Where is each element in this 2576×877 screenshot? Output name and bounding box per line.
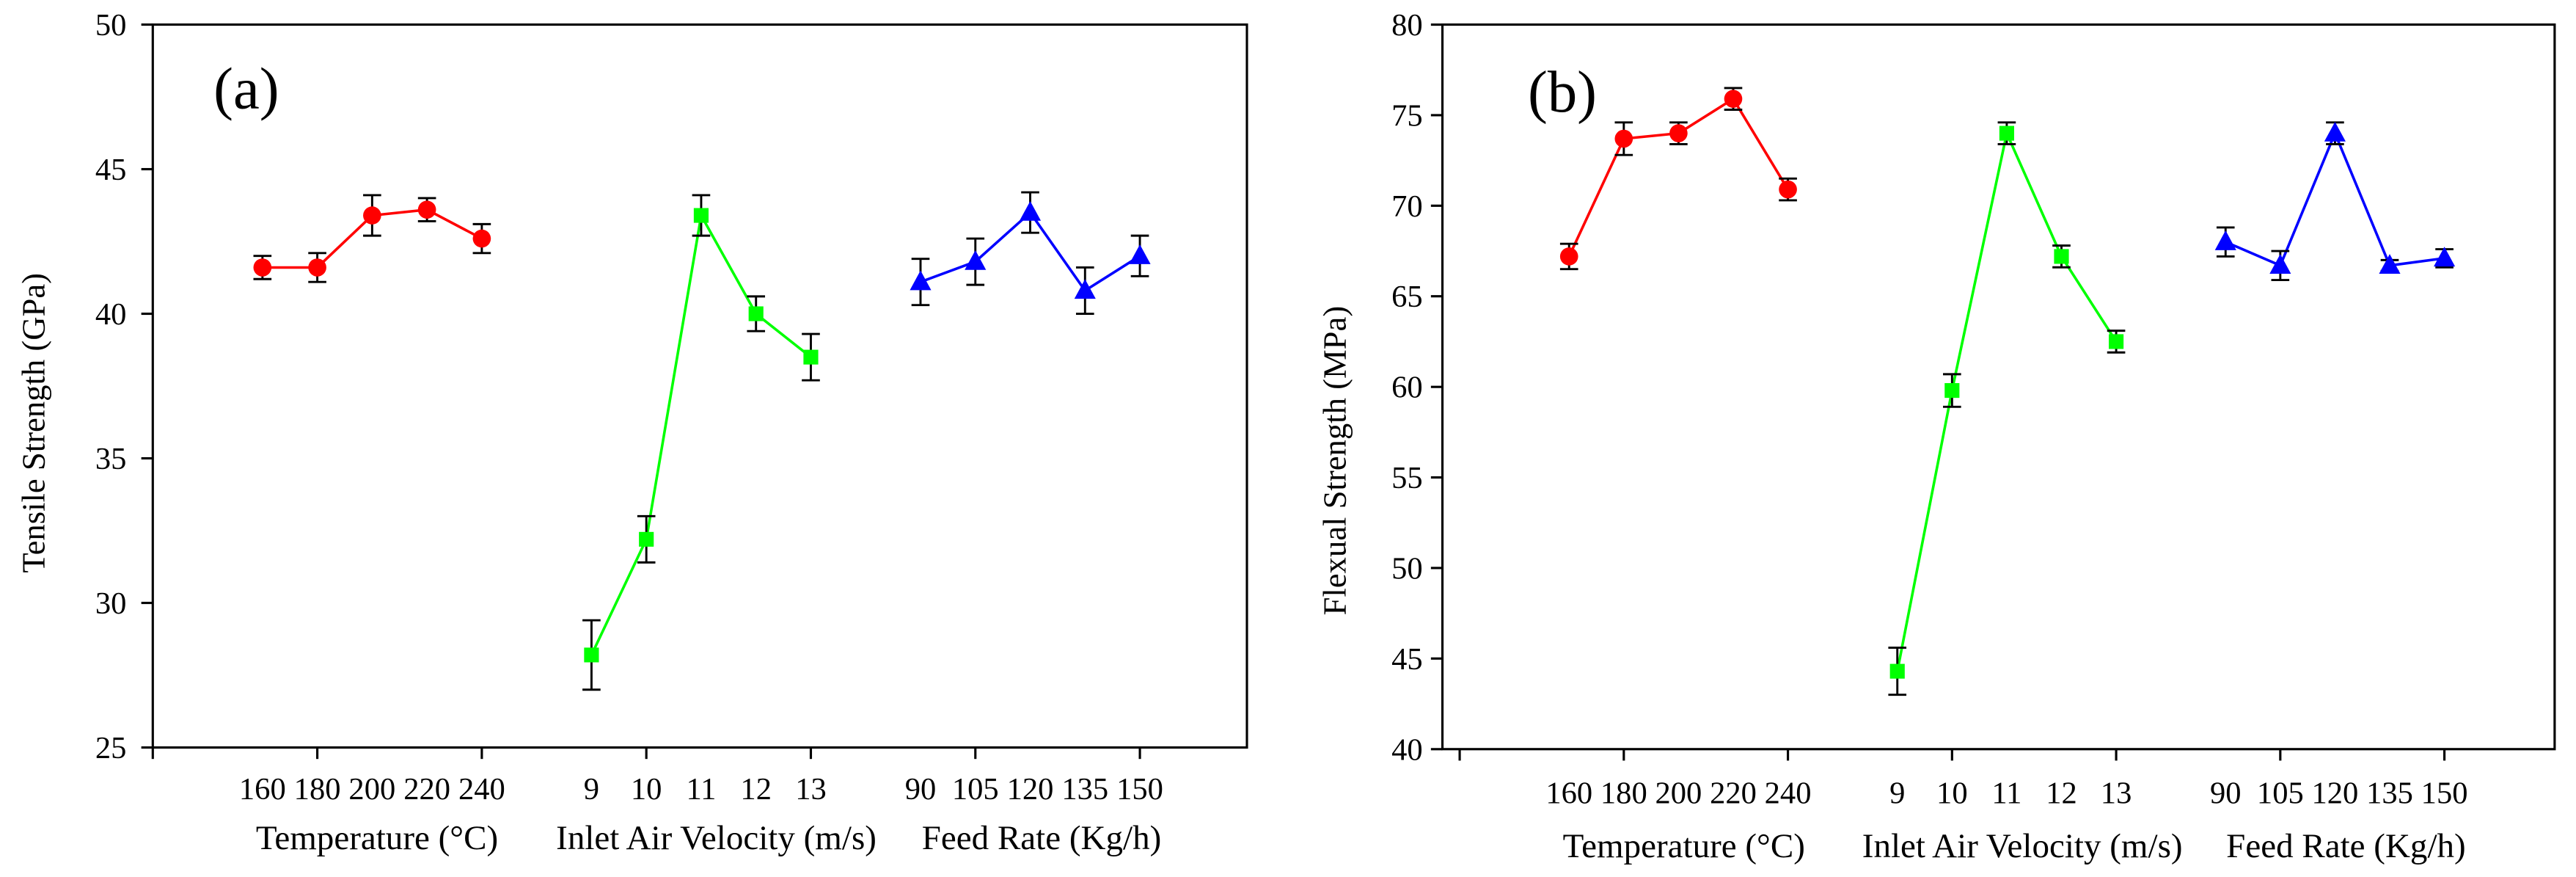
y-tick-label: 80 (1391, 8, 1423, 43)
x-group-label: Feed Rate (Kg/h) (2226, 827, 2466, 865)
data-point (2324, 121, 2346, 142)
x-tick-label: 160 (239, 772, 286, 807)
x-group-label: Temperature (°C) (1563, 827, 1805, 865)
y-tick-label: 65 (1391, 280, 1423, 314)
x-tick-label: 12 (2046, 776, 2077, 811)
x-tick-label: 200 (1655, 776, 1702, 811)
chart-panel-b: (b) Flexual Strength (MPa) 40 45 50 55 60 65 7… (1316, 8, 2556, 865)
x-tick-label: 135 (1061, 772, 1108, 807)
data-point (639, 531, 654, 547)
x-group-label: Temperature (°C) (256, 819, 498, 857)
x-tick-label: 90 (2210, 776, 2242, 811)
data-point (417, 200, 436, 219)
y-tick-label: 35 (95, 442, 127, 476)
data-point (2434, 247, 2456, 267)
data-point (2054, 249, 2069, 264)
data-point (2269, 254, 2291, 274)
data-point (693, 208, 709, 223)
plot-frame (1441, 23, 2556, 751)
x-tick-label: 120 (2312, 776, 2359, 811)
data-point (253, 258, 272, 277)
data-point (308, 258, 326, 277)
x-tick-label: 9 (1889, 776, 1905, 811)
x-tick-label: 240 (1765, 776, 1812, 811)
x-tick-label: 220 (1710, 776, 1757, 811)
data-point (1889, 663, 1905, 679)
data-point (803, 349, 819, 365)
x-tick-label: 9 (584, 772, 599, 807)
data-point (2214, 230, 2236, 250)
data-point (1724, 90, 1743, 108)
x-tick-label: 105 (2257, 776, 2304, 811)
x-group-label: Feed Rate (Kg/h) (922, 819, 1162, 857)
data-point (1559, 247, 1578, 266)
x-tick-label: 11 (1991, 776, 2021, 811)
x-tick-label: 90 (905, 772, 937, 807)
y-tick-label: 70 (1391, 189, 1423, 224)
y-tick-label: 50 (1391, 552, 1423, 586)
data-point (1074, 279, 1096, 299)
y-axis-title: Flexual Strength (MPa) (1316, 306, 1353, 616)
x-group-label: Inlet Air Velocity (m/s) (556, 819, 877, 857)
x-tick-label: 180 (1600, 776, 1647, 811)
y-tick-label: 45 (95, 153, 127, 187)
x-tick-label: 105 (952, 772, 999, 807)
data-point (363, 206, 381, 225)
y-tick-label: 40 (1391, 732, 1423, 767)
data-point (2109, 334, 2124, 349)
x-tick-label: 13 (795, 772, 827, 807)
data-point (1779, 180, 1797, 199)
x-tick-label: 180 (294, 772, 341, 807)
x-group-label: Inlet Air Velocity (m/s) (1862, 827, 2183, 865)
y-tick-label: 55 (1391, 461, 1423, 495)
y-tick-label: 25 (95, 731, 127, 765)
x-tick-label: 12 (740, 772, 772, 807)
y-tick-label: 60 (1391, 371, 1423, 405)
x-tick-label: 160 (1545, 776, 1592, 811)
data-point (1669, 124, 1688, 142)
data-point (1019, 200, 1042, 221)
series-line (590, 211, 812, 656)
x-tick-label: 200 (348, 772, 395, 807)
plot-frame (151, 23, 1248, 749)
y-tick-label: 40 (95, 297, 127, 332)
x-tick-label: 11 (686, 772, 716, 807)
chart-panel-a: (a) Tensile Strength (GPa) 25 30 35 40 45 50 T… (15, 8, 1248, 857)
series-line (2225, 129, 2445, 268)
data-point (1944, 383, 1960, 399)
x-tick-label: 13 (2101, 776, 2132, 811)
panel-label: (a) (213, 57, 279, 122)
data-point (472, 229, 491, 248)
data-point (1129, 244, 1151, 264)
x-tick-label: 10 (1936, 776, 1968, 811)
x-tick-label: 240 (458, 772, 505, 807)
x-tick-label: 135 (2366, 776, 2413, 811)
data-point (1999, 125, 2014, 141)
y-tick-label: 45 (1391, 642, 1423, 677)
x-tick-label: 120 (1007, 772, 1054, 807)
data-point (1614, 129, 1633, 148)
y-axis-title: Tensile Strength (GPa) (15, 273, 51, 573)
data-point (2379, 254, 2401, 274)
x-tick-label: 150 (2421, 776, 2468, 811)
panel-label: (b) (1528, 59, 1597, 125)
series-line (1895, 128, 2118, 672)
x-tick-label: 150 (1116, 772, 1163, 807)
data-point (910, 270, 932, 291)
x-tick-label: 220 (403, 772, 450, 807)
y-tick-label: 75 (1391, 98, 1423, 133)
y-tick-label: 50 (95, 8, 127, 43)
data-point (965, 250, 987, 270)
x-tick-label: 10 (631, 772, 662, 807)
data-point (748, 306, 764, 321)
data-point (584, 647, 599, 663)
y-tick-label: 30 (95, 586, 127, 621)
